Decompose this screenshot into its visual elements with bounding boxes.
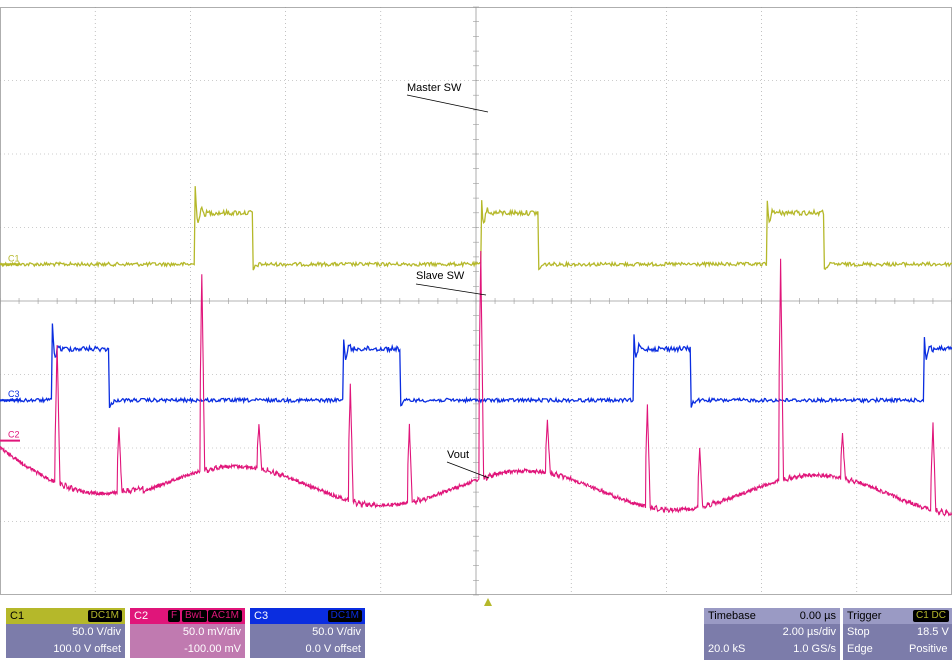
trace-c1 bbox=[0, 186, 952, 271]
channel-marker-c3: C3 bbox=[8, 389, 20, 399]
channel-marker-c1: C1 bbox=[8, 253, 20, 263]
timebase-delay: 0.00 µs bbox=[799, 610, 836, 622]
timebase-samples: 20.0 kS bbox=[708, 643, 746, 655]
c2-flag-bwl: BwL bbox=[182, 610, 208, 622]
trigger-header: Trigger C1 DC bbox=[843, 608, 952, 624]
annotation-label: Master SW bbox=[407, 82, 462, 94]
timebase-panel[interactable]: Timebase 0.00 µs 2.00 µs/div 20.0 kS 1.0… bbox=[704, 608, 840, 660]
c3-panel[interactable]: C3 DC1M 50.0 V/div 0.0 V offset bbox=[250, 608, 365, 660]
c2-flag-f: F bbox=[168, 610, 181, 622]
c3-coupling-badge: DC1M bbox=[327, 610, 362, 622]
c3-vdiv: 50.0 V/div bbox=[312, 626, 361, 638]
c3-panel-name: C3 bbox=[254, 610, 269, 622]
c1-vdiv: 50.0 V/div bbox=[72, 626, 121, 638]
c3-offset: 0.0 V offset bbox=[305, 643, 361, 655]
c2-vdiv: 50.0 mV/div bbox=[182, 626, 241, 638]
trigger-position-marker bbox=[484, 598, 492, 606]
annotations: Master SW Slave SW Vout bbox=[406, 82, 490, 479]
timebase-header: Timebase 0.00 µs bbox=[704, 608, 840, 624]
trace-c3 bbox=[0, 323, 952, 409]
annotation-label: Slave SW bbox=[416, 270, 465, 282]
trigger-source-badge: C1 DC bbox=[913, 610, 950, 622]
c2-panel-header: C2 F BwL AC1M bbox=[130, 608, 245, 624]
trigger-panel[interactable]: Trigger C1 DC Stop 18.5 V Edge Positive bbox=[843, 608, 952, 660]
trigger-slope: Positive bbox=[909, 643, 948, 655]
c2-offset: -100.00 mV bbox=[184, 643, 241, 655]
trigger-level: 18.5 V bbox=[917, 626, 949, 638]
channel-markers: C1 C3 C2 bbox=[0, 253, 20, 442]
trigger-type: Edge bbox=[847, 643, 873, 655]
c2-panel-name: C2 bbox=[134, 610, 149, 622]
c3-panel-header: C3 DC1M bbox=[250, 608, 365, 624]
c1-panel-header: C1 DC1M bbox=[6, 608, 125, 624]
timebase-rate: 1.0 GS/s bbox=[793, 643, 836, 655]
traces bbox=[0, 186, 952, 517]
c2-panel[interactable]: C2 F BwL AC1M 50.0 mV/div -100.00 mV bbox=[130, 608, 245, 660]
timebase-acq-row: 20.0 kS 1.0 GS/s bbox=[704, 641, 840, 658]
c2-flag-ac1m: AC1M bbox=[208, 610, 242, 622]
trace-c2 bbox=[0, 250, 952, 517]
trigger-type-row: Edge Positive bbox=[843, 641, 952, 658]
trigger-label: Trigger bbox=[847, 610, 882, 622]
annotation-leader-line bbox=[406, 94, 489, 113]
c1-panel-name: C1 bbox=[10, 610, 25, 622]
annotation-leader-line bbox=[415, 283, 487, 296]
trigger-mode: Stop bbox=[847, 626, 870, 638]
timebase-tdiv: 2.00 µs/div bbox=[782, 626, 836, 638]
timebase-label: Timebase bbox=[708, 610, 756, 622]
annotation-leader-line bbox=[446, 461, 490, 479]
trigger-mode-row: Stop 18.5 V bbox=[843, 624, 952, 641]
c1-coupling-badge: DC1M bbox=[87, 610, 122, 622]
scope-display: C1 C3 C2 Master SW Slave SW Vout bbox=[0, 6, 952, 606]
c1-offset: 100.0 V offset bbox=[53, 643, 121, 655]
channel-marker-c2: C2 bbox=[8, 430, 20, 440]
graticule bbox=[0, 6, 952, 596]
c1-panel[interactable]: C1 DC1M 50.0 V/div 100.0 V offset bbox=[6, 608, 125, 660]
annotation-label: Vout bbox=[447, 449, 469, 461]
